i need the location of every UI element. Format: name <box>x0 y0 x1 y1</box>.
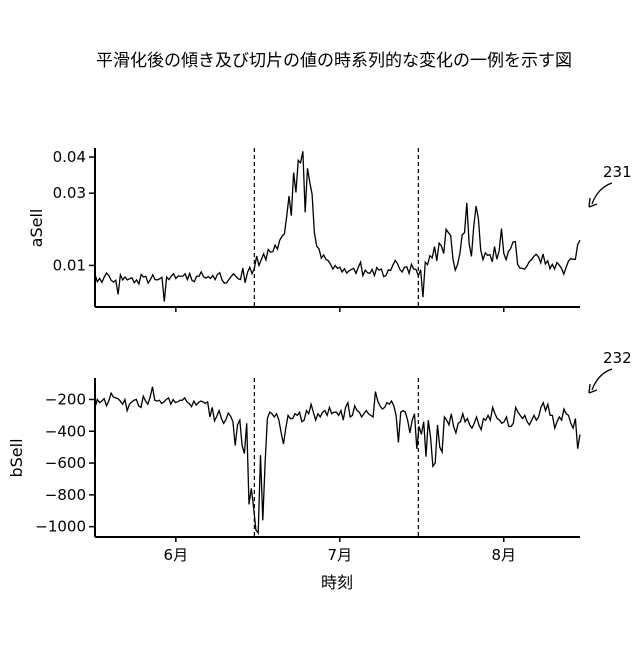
x-tick-label: 6月 <box>164 546 189 564</box>
x-tick-label: 8月 <box>492 546 517 564</box>
asell-y-ticks: 0.01 0.03 0.04 <box>53 148 95 274</box>
y-tick-label: 0.03 <box>53 184 86 202</box>
y-tick-label: 0.04 <box>53 148 86 166</box>
x-axis-label: 時刻 <box>321 573 353 592</box>
x-tick-label: 7月 <box>328 546 353 564</box>
y-tick-label: −400 <box>45 422 86 440</box>
bsell-y-ticks: −200 −400 −600 −800 −1000 <box>35 390 95 535</box>
asell-y-axis-label: aSell <box>27 209 46 248</box>
y-tick-label: 0.01 <box>53 256 86 274</box>
bsell-dashed-markers <box>254 378 418 537</box>
ref-label-231: 231 <box>603 163 632 181</box>
bsell-series-line <box>95 387 580 533</box>
ref-arrow-232 <box>592 369 612 390</box>
y-tick-label: −200 <box>45 390 86 408</box>
ref-label-232: 232 <box>603 349 632 367</box>
asell-series-line <box>95 151 580 301</box>
bsell-y-axis-label: bSell <box>7 438 26 477</box>
y-tick-label: −600 <box>45 454 86 472</box>
bsell-x-ticks: 6月 7月 8月 <box>164 537 516 564</box>
panel-asell: aSell 0.01 0.03 0.04 231 <box>27 148 632 312</box>
y-tick-label: −800 <box>45 486 86 504</box>
y-tick-label: −1000 <box>35 518 86 536</box>
panel-bsell: bSell −200 −400 −600 −800 −1000 6月 7月 8月 232 <box>7 349 632 564</box>
asell-dashed-markers <box>254 148 418 307</box>
figure-title: 平滑化後の傾き及び切片の値の時系列的な変化の一例を示す図 <box>96 51 572 71</box>
ref-arrow-231 <box>592 183 612 204</box>
